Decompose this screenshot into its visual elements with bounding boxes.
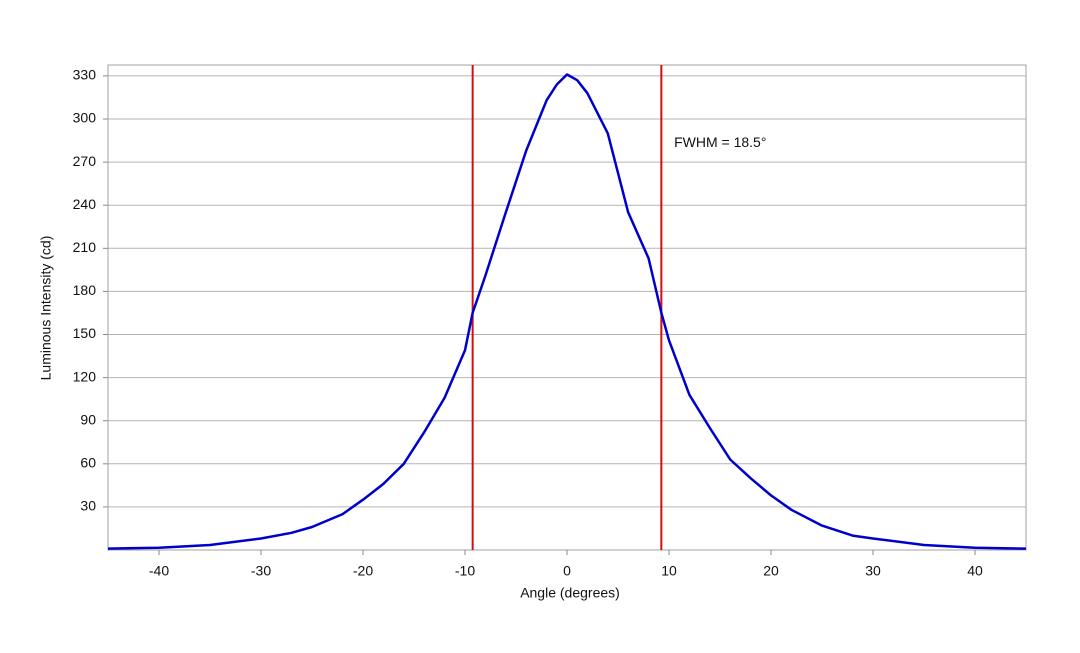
y-tick-label: 150: [73, 325, 97, 341]
x-tick-label: -10: [455, 563, 475, 579]
data-line: [107, 73, 1027, 550]
annotation: FWHM = 18.5°: [674, 134, 766, 150]
y-tick-label: 330: [73, 67, 97, 83]
y-tick-label: 300: [73, 110, 97, 126]
x-tick-label: 30: [865, 563, 881, 579]
y-tick-label: 30: [80, 498, 96, 514]
x-tick-label: 20: [763, 563, 779, 579]
y-axis-label: Luminous Intensity (cd): [38, 236, 54, 381]
x-tick-label: -20: [353, 563, 373, 579]
x-tick-label: -30: [251, 563, 271, 579]
x-tick-label: 10: [661, 563, 677, 579]
y-tick-label: 270: [73, 153, 97, 169]
y-tick-label: 240: [73, 196, 97, 212]
x-tick-label: -40: [149, 563, 169, 579]
y-tick-label: 60: [80, 455, 96, 471]
x-tick-label: 40: [967, 563, 983, 579]
y-tick-label: 210: [73, 239, 97, 255]
y-tick-label: 90: [80, 411, 96, 427]
y-tick-label: 120: [73, 368, 97, 384]
x-tick-label: 0: [563, 563, 571, 579]
y-tick-label: 180: [73, 282, 97, 298]
x-axis-label: Angle (degrees): [520, 585, 620, 601]
